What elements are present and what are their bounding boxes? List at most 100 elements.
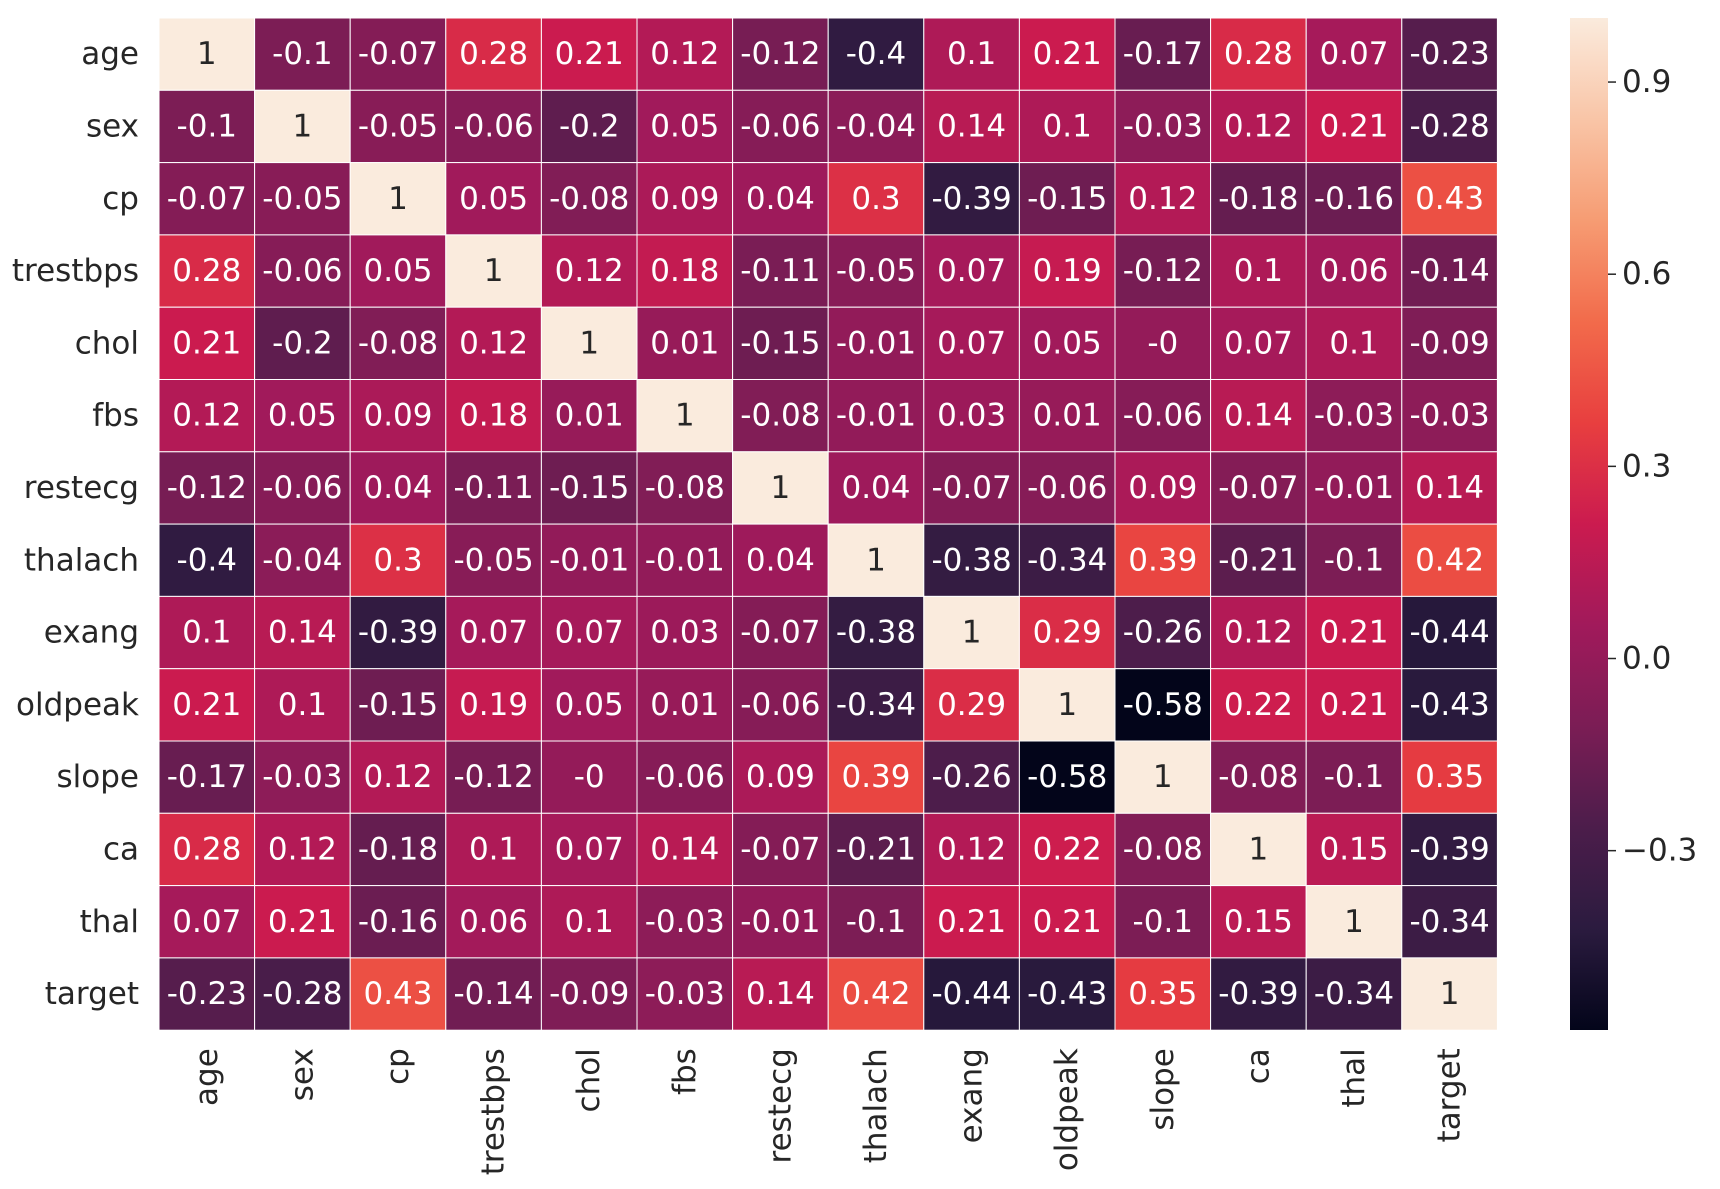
- heatmap-cell-slope-restecg: [732, 740, 829, 814]
- heatmap-cell-target-restecg: [732, 957, 829, 1031]
- cell-value-label: -0.01: [740, 904, 820, 940]
- y-tick-label-fbs: fbs: [92, 398, 139, 434]
- heatmap-cell-age-sex: [254, 17, 351, 91]
- cell-value-label: 0.09: [650, 181, 719, 217]
- heatmap-cell-trestbps-fbs: [636, 234, 734, 308]
- x-tick-label-trestbps: trestbps: [476, 1048, 512, 1175]
- cell-value-label: -0.07: [740, 831, 820, 867]
- heatmap-cell-cp-ca: [1210, 162, 1307, 236]
- heatmap-cell-restecg-target: [1401, 451, 1498, 525]
- cell-value-label: 1: [1440, 976, 1460, 1012]
- cell-value-label: -0.15: [1027, 181, 1107, 217]
- cell-value-label: 0.19: [459, 687, 528, 723]
- cell-value-label: 0.1: [1234, 253, 1283, 289]
- cell-value-label: 1: [197, 36, 217, 72]
- heatmap-cell-cp-exang: [923, 162, 1020, 236]
- heatmap-cell-thalach-ca: [1210, 523, 1307, 597]
- heatmap-cell-target-oldpeak: [1018, 957, 1116, 1031]
- x-tick-label-target: target: [1432, 1048, 1468, 1142]
- x-tick-label-restecg: restecg: [762, 1048, 798, 1163]
- cell-value-label: 0.43: [363, 976, 432, 1012]
- cell-value-label: -0.07: [931, 470, 1011, 506]
- cell-value-label: -0.04: [836, 108, 916, 144]
- cell-value-label: -0.06: [262, 470, 342, 506]
- cell-value-label: -0.17: [167, 759, 247, 795]
- cell-value-label: -0.2: [559, 108, 620, 144]
- cell-value-label: 0.22: [1033, 831, 1102, 867]
- cell-value-label: -0.03: [645, 976, 725, 1012]
- heatmap-cell-thalach-age: [158, 523, 256, 597]
- heatmap-cell-ca-trestbps: [445, 812, 542, 887]
- heatmap-cell-cp-restecg: [732, 162, 829, 236]
- cell-value-label: -0.11: [453, 470, 533, 506]
- heatmap-cell-age-cp: [349, 17, 447, 91]
- cell-value-label: -0.05: [262, 181, 342, 217]
- heatmap-cell-chol-slope: [1114, 306, 1212, 381]
- cell-value-label: -0.44: [1409, 615, 1489, 651]
- cell-value-label: 0.04: [746, 181, 815, 217]
- x-tick-label-thalach: thalach: [858, 1048, 894, 1163]
- heatmap-cell-fbs-thalach: [827, 379, 925, 453]
- heatmap-cell-sex-sex: [254, 89, 351, 164]
- heatmap-cell-cp-age: [158, 162, 256, 236]
- cell-value-label: 0.06: [1319, 253, 1388, 289]
- cell-value-label: 0.12: [555, 253, 624, 289]
- cell-value-label: 0.1: [947, 36, 996, 72]
- cell-value-label: -0.06: [1027, 470, 1107, 506]
- cell-value-label: -0.06: [262, 253, 342, 289]
- heatmap-cell-slope-fbs: [636, 740, 734, 814]
- cell-value-label: -0.23: [167, 976, 247, 1012]
- heatmap-cell-oldpeak-cp: [349, 668, 447, 742]
- cell-value-label: 0.04: [363, 470, 432, 506]
- heatmap-cell-oldpeak-thal: [1305, 668, 1403, 742]
- x-tick-label-ca: ca: [1240, 1048, 1276, 1084]
- heatmap-cell-oldpeak-chol: [540, 668, 638, 742]
- y-tick-label-ca: ca: [103, 831, 139, 867]
- y-axis-tick-labels: age sex cp trestbps chol fbs restecg thalach exa…: [12, 36, 139, 1012]
- heatmap-cell-cp-slope: [1114, 162, 1212, 236]
- heatmap-cell-target-exang: [923, 957, 1020, 1031]
- heatmap-cell-slope-exang: [923, 740, 1020, 814]
- x-tick-label-fbs: fbs: [667, 1048, 703, 1095]
- cell-value-label: 0.21: [172, 687, 241, 723]
- cell-value-label: -0.26: [1123, 615, 1203, 651]
- cell-value-label: 0.29: [937, 687, 1006, 723]
- heatmap-cell-thalach-target: [1401, 523, 1498, 597]
- heatmap-cell-ca-sex: [254, 812, 351, 887]
- heatmap-cell-fbs-sex: [254, 379, 351, 453]
- heatmap-cell-restecg-cp: [349, 451, 447, 525]
- heatmap-cell-exang-exang: [923, 595, 1020, 670]
- colorbar-tick-label: 0.9: [1622, 64, 1671, 100]
- y-tick-label-restecg: restecg: [24, 470, 139, 506]
- heatmap-cell-target-thal: [1305, 957, 1403, 1031]
- heatmap-cell-exang-target: [1401, 595, 1498, 670]
- heatmap-cell-oldpeak-trestbps: [445, 668, 542, 742]
- y-tick-label-slope: slope: [57, 759, 139, 795]
- heatmap-cell-trestbps-exang: [923, 234, 1020, 308]
- cell-value-label: -0.14: [1409, 253, 1489, 289]
- cell-value-label: -0.12: [167, 470, 247, 506]
- cell-value-label: -0.03: [1314, 398, 1394, 434]
- cell-value-label: -0.2: [272, 325, 333, 361]
- x-axis-tick-labels: age sex cp trestbps chol fbs restecg thalach exa…: [189, 1048, 1468, 1175]
- heatmap-cell-sex-target: [1401, 89, 1498, 164]
- x-tick-label-sex: sex: [284, 1048, 320, 1101]
- heatmap-cell-exang-age: [158, 595, 256, 670]
- heatmap-cell-ca-restecg: [732, 812, 829, 887]
- cell-value-label: 0.14: [1415, 470, 1484, 506]
- cell-value-label: 0.43: [1415, 181, 1484, 217]
- cell-value-label: -0.12: [1123, 253, 1203, 289]
- cell-value-label: 0.04: [746, 542, 815, 578]
- heatmap-cell-trestbps-target: [1401, 234, 1498, 308]
- cell-value-label: -0.21: [1218, 542, 1298, 578]
- cell-value-label: -0.15: [549, 470, 629, 506]
- x-tick-label-oldpeak: oldpeak: [1049, 1048, 1085, 1171]
- cell-value-label: 0.35: [1415, 759, 1484, 795]
- cell-value-label: 0.35: [1128, 976, 1197, 1012]
- heatmap-cell-exang-fbs: [636, 595, 734, 670]
- cell-value-label: -0.18: [1218, 181, 1298, 217]
- colorbar-tick-label: 0.3: [1622, 448, 1671, 484]
- cell-value-label: 1: [484, 253, 504, 289]
- cell-value-label: 0.14: [1224, 398, 1293, 434]
- heatmap-cell-cp-target: [1401, 162, 1498, 236]
